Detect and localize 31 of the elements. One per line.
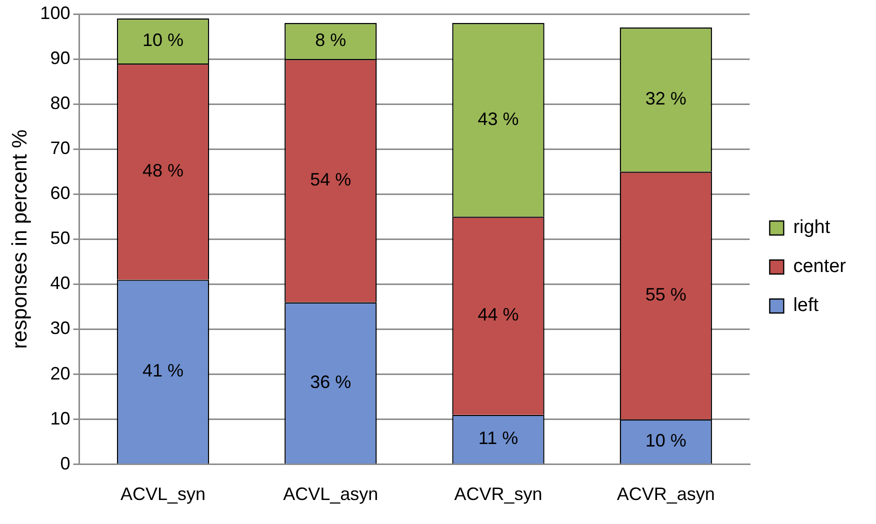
x-tick-label: ACVR_syn <box>454 484 542 504</box>
data-label: 41 % <box>142 360 184 381</box>
x-tick-label: ACVL_syn <box>120 484 206 504</box>
data-label: 10 % <box>142 30 184 50</box>
data-label: 36 % <box>310 372 352 392</box>
y-tick-label: 20 <box>50 363 70 384</box>
y-tick-label: 30 <box>50 318 70 338</box>
y-tick-label: 80 <box>50 93 70 114</box>
data-label: 54 % <box>310 170 352 190</box>
y-tick-label: 0 <box>60 453 70 474</box>
legend-label: left <box>793 295 820 316</box>
y-tick-label: 50 <box>50 228 70 248</box>
legend-label: center <box>793 256 847 278</box>
data-label: 44 % <box>478 304 519 325</box>
data-label: 11 % <box>478 428 518 448</box>
y-tick-label: 40 <box>50 273 70 294</box>
data-label: 48 % <box>142 160 184 181</box>
x-tick-label: ACVL_asyn <box>283 484 378 504</box>
y-tick-label: 70 <box>50 138 70 158</box>
y-axis-title: responses in percent % <box>8 129 32 349</box>
data-label: 8 % <box>315 30 346 50</box>
y-tick-label: 100 <box>40 2 70 23</box>
data-label: 55 % <box>645 284 686 304</box>
y-tick-label: 60 <box>50 183 70 204</box>
data-label: 43 % <box>478 108 519 129</box>
x-tick-label: ACVR_asyn <box>616 484 715 504</box>
data-label: 10 % <box>645 430 686 450</box>
data-label: 32 % <box>645 88 686 109</box>
y-tick-label: 10 <box>50 408 70 428</box>
legend-label: right <box>793 217 831 238</box>
y-tick-label: 90 <box>50 48 70 68</box>
